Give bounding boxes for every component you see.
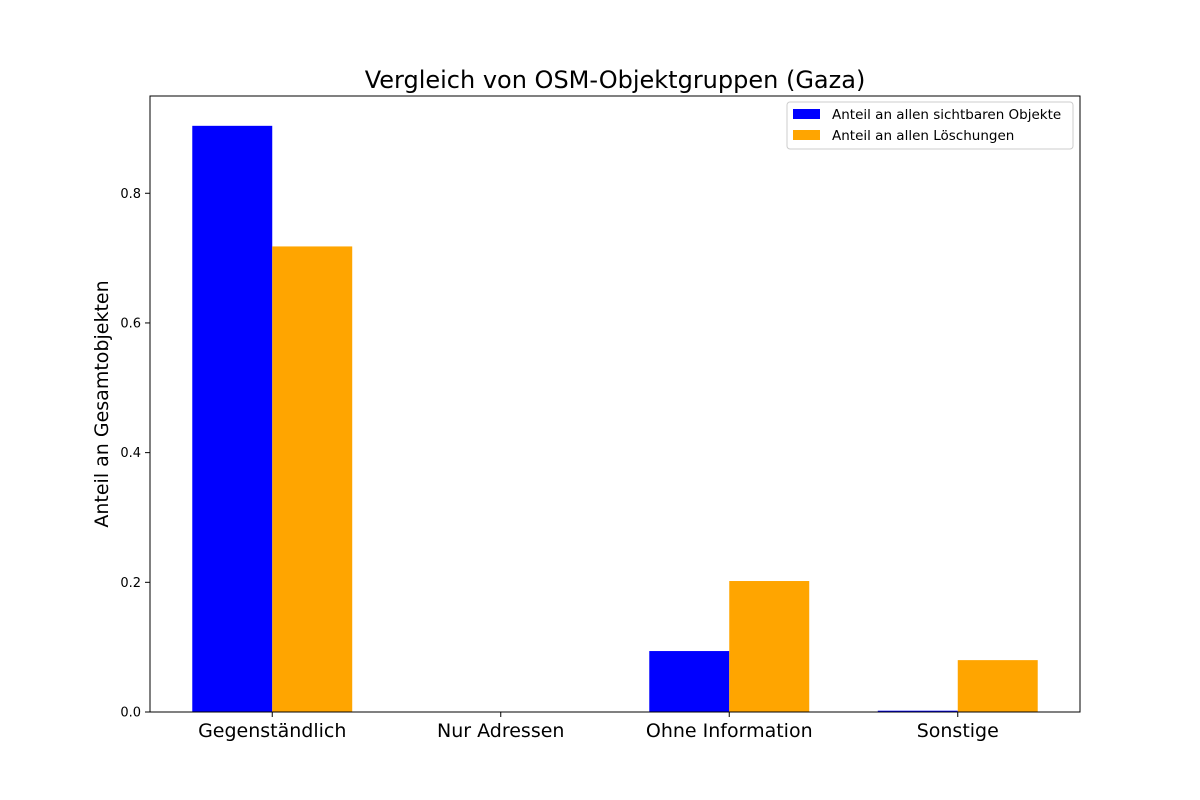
legend-swatch-1 [793,130,820,140]
y-tick-label: 0.4 [120,446,141,461]
x-tick-label: Sonstige [917,720,999,742]
bar-0-2 [649,651,730,712]
x-axis: Gegenständlich Nur Adressen Ohne Informati… [198,712,999,742]
bar-1-0 [272,246,353,712]
series-0 [192,125,958,712]
y-axis: 0.0 0.2 0.4 0.6 0.8 [120,187,150,721]
y-axis-title: Anteil an Gesamtobjekten [91,280,113,527]
x-tick-label: Ohne Information [646,720,813,742]
bar-1-3 [957,660,1038,712]
bar-0-3 [877,710,958,712]
x-tick-label: Gegenständlich [198,720,346,742]
y-tick-label: 0.0 [120,706,141,721]
series-1 [272,246,1038,712]
legend: Anteil an allen sichtbaren Objekte Anteil… [786,101,1074,150]
legend-box [786,101,1074,150]
plot-frame [149,95,1081,713]
x-tick-label: Nur Adressen [437,720,564,742]
bar-1-2 [729,581,810,712]
chart-title: Vergleich von OSM-Objektgruppen (Gaza) [365,66,866,94]
bars-layer [192,125,1038,712]
y-tick-label: 0.6 [120,316,141,331]
legend-label-1: Anteil an allen Löschungen [832,128,1014,144]
y-tick-label: 0.2 [120,576,141,591]
y-tick-label: 0.8 [120,187,141,202]
legend-label-0: Anteil an allen sichtbaren Objekte [832,107,1061,123]
legend-items: Anteil an allen sichtbaren Objekte Anteil… [793,107,1061,144]
legend-swatch-0 [793,109,820,119]
bar-0-0 [192,125,273,712]
